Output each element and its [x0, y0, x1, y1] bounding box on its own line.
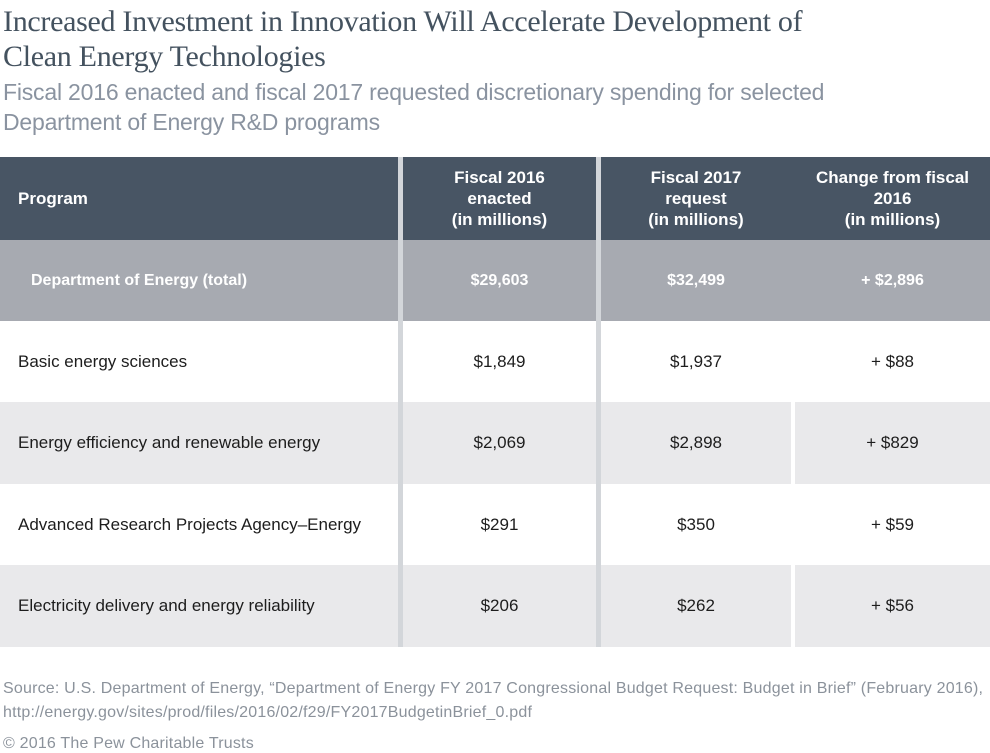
source-note: Source: U.S. Department of Energy, “Depa… [3, 680, 984, 721]
change-cell: + $88 [870, 351, 914, 371]
column-header-fy2017-request: Fiscal 2017 request (in millions) [648, 168, 744, 229]
fy2017-cell: $32,499 [667, 271, 725, 289]
table-row-basic-energy-sciences: Basic energy sciences $1,849 $1,937 + $8… [0, 321, 990, 402]
table-row-energy-efficiency: Energy efficiency and renewable energy $… [0, 402, 990, 484]
fy2016-cell: $206 [480, 596, 519, 615]
column-divider [791, 565, 795, 647]
fy2017-cell: $350 [677, 514, 715, 534]
column-header-change: Change from fiscal 2016 (in millions) [815, 168, 970, 229]
column-divider [398, 157, 403, 240]
column-divider [596, 402, 601, 484]
program-cell: Basic energy sciences [18, 351, 188, 371]
column-divider [596, 484, 601, 565]
change-cell: + $829 [866, 433, 919, 452]
table-row-doe-total: Department of Energy (total) $29,603 $32… [0, 240, 990, 321]
column-divider [398, 240, 403, 321]
column-divider [791, 484, 795, 565]
column-header-program: Program [18, 189, 88, 208]
fy2017-cell: $1,937 [670, 351, 722, 371]
column-divider [596, 240, 601, 321]
page-subtitle: Fiscal 2016 enacted and fiscal 2017 requ… [3, 79, 825, 135]
column-header-fy2016-enacted: Fiscal 2016 enacted (in millions) [451, 168, 548, 229]
column-divider [596, 565, 601, 647]
budget-table: Program Fiscal 2016 enacted (in millions… [0, 157, 990, 647]
table-row-arpa-e: Advanced Research Projects Agency–Energy… [0, 484, 990, 565]
program-cell: Electricity delivery and energy reliabil… [18, 596, 315, 615]
fy2017-cell: $2,898 [670, 433, 722, 452]
fy2016-cell: $1,849 [473, 351, 526, 371]
change-cell: + $59 [870, 514, 914, 534]
table-header-row: Program Fiscal 2016 enacted (in millions… [0, 157, 990, 240]
fy2017-cell: $262 [677, 596, 715, 615]
change-cell: + $56 [870, 596, 914, 615]
column-divider [791, 402, 795, 484]
table-row-electricity-delivery: Electricity delivery and energy reliabil… [0, 565, 990, 647]
fy2016-cell: $291 [480, 514, 519, 534]
change-cell: + $2,896 [861, 271, 924, 289]
program-cell: Department of Energy (total) [31, 271, 248, 289]
fy2016-cell: $29,603 [470, 271, 529, 289]
column-divider [596, 157, 601, 240]
page-title: Increased Investment in Innovation Will … [3, 5, 803, 73]
column-divider [398, 402, 403, 484]
column-divider [398, 321, 403, 402]
column-divider [596, 321, 601, 402]
column-divider [791, 321, 795, 402]
column-divider [398, 565, 403, 647]
program-cell: Advanced Research Projects Agency–Energy [18, 514, 362, 534]
copyright-note: © 2016 The Pew Charitable Trusts [3, 735, 254, 752]
program-cell: Energy efficiency and renewable energy [18, 433, 321, 452]
column-divider [398, 484, 403, 565]
fy2016-cell: $2,069 [473, 433, 526, 452]
page-header: Increased Investment in Innovation Will … [0, 0, 990, 137]
